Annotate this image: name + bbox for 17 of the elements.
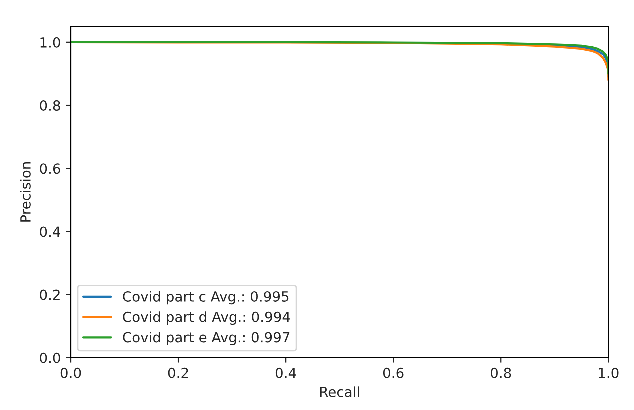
legend-label: Covid part d Avg.: 0.994 [123,312,290,326]
x-tick-label: 0.8 [490,368,512,378]
x-tick-label: 1.0 [599,368,619,378]
x-axis-title: Recall [320,386,360,398]
y-axis-title: Precision [20,162,31,222]
y-tick-label: 0.8 [40,100,60,111]
y-tick-label: 0.0 [40,352,60,364]
legend-label: Covid part e Avg.: 0.997 [123,332,290,346]
x-tick-label: 0.2 [168,368,188,378]
y-tick-label: 0.2 [40,290,60,300]
y-tick-label: 0.6 [40,164,60,174]
x-tick-label: 0.4 [276,368,296,378]
x-tick-label: 0.6 [383,368,404,378]
y-tick-label: 1.0 [40,37,60,48]
x-tick-label: 0.0 [60,368,82,378]
legend-label: Covid part c Avg.: 0.995 [123,291,289,305]
y-tick-label: 0.4 [40,226,61,238]
